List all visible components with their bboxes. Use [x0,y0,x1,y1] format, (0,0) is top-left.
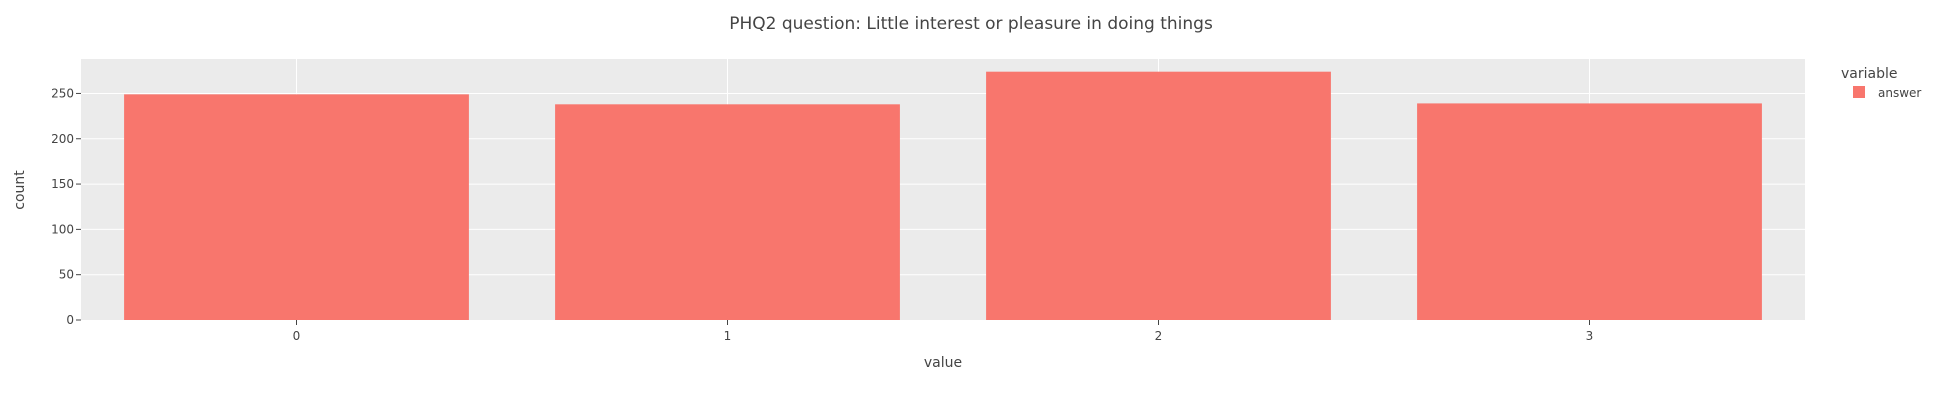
legend: variable answer [1841,66,1921,100]
x-tick-label: 1 [724,329,732,343]
x-tick-label: 3 [1586,329,1594,343]
bar-3 [1417,103,1762,320]
y-tick-label: 150 [51,177,74,191]
y-axis: 0 50 100 150 200 250 [51,86,81,327]
y-axis-title: count [12,170,28,210]
x-tick-label: 2 [1155,329,1163,343]
y-tick-label: 0 [66,313,74,327]
y-tick-label: 250 [51,86,74,100]
x-axis-title: value [924,355,962,371]
legend-label-answer: answer [1878,86,1921,100]
legend-title: variable [1841,66,1897,82]
y-tick-label: 50 [59,268,74,282]
bar-2 [986,71,1331,320]
bar-0 [124,94,469,320]
x-tick-label: 0 [293,329,301,343]
y-tick-label: 100 [51,222,74,236]
bar-1 [555,104,900,320]
legend-swatch-answer [1853,86,1865,98]
x-axis: 0 1 2 3 [293,320,1594,343]
chart-title: PHQ2 question: Little interest or pleasu… [729,14,1213,34]
bars [124,71,1762,320]
y-tick-label: 200 [51,132,74,146]
